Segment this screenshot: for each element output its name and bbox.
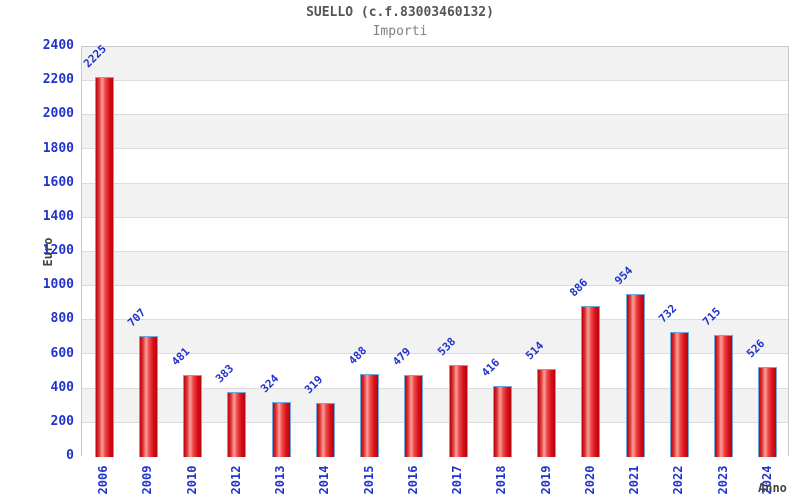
grid-band [82, 183, 788, 218]
x-tick-2010: 2010 [184, 465, 199, 495]
grid-band [82, 252, 788, 287]
x-tick-2023: 2023 [715, 465, 730, 495]
bar-2017 [448, 365, 468, 457]
x-tick-2014: 2014 [317, 465, 332, 495]
grid-band [82, 115, 788, 150]
bar-2009 [138, 336, 158, 457]
x-tick-2018: 2018 [494, 465, 509, 495]
y-tick-2400: 2400 [42, 38, 74, 53]
bar-2020 [581, 305, 601, 457]
y-tick-1800: 1800 [42, 140, 74, 156]
x-tick-2016: 2016 [405, 465, 420, 495]
grid-band [82, 286, 788, 321]
bar-2012 [227, 391, 247, 457]
y-tick-200: 200 [50, 413, 74, 429]
y-tick-1200: 1200 [42, 243, 74, 258]
bar-2010 [183, 374, 203, 457]
bar-2019 [537, 369, 557, 457]
y-tick-2000: 2000 [42, 106, 74, 122]
grid-band [82, 81, 788, 116]
x-tick-2020: 2020 [582, 465, 597, 495]
bar-2013 [271, 401, 291, 457]
bar-2021 [625, 294, 645, 457]
x-tick-2017: 2017 [450, 465, 465, 495]
bar-2014 [315, 402, 335, 457]
y-tick-800: 800 [50, 311, 74, 327]
y-axis-title: Euro [41, 237, 55, 267]
bar-2024 [758, 367, 778, 457]
y-tick-400: 400 [50, 379, 74, 395]
bar-2016 [404, 375, 424, 457]
y-tick-2200: 2200 [42, 72, 74, 88]
y-tick-600: 600 [50, 345, 74, 361]
x-tick-2013: 2013 [273, 465, 288, 495]
bar-2018 [492, 385, 512, 457]
bar-2006 [94, 76, 114, 457]
chart-subtitle: Importi [372, 24, 428, 39]
y-tick-1400: 1400 [42, 208, 74, 224]
y-tick-0: 0 [66, 448, 74, 463]
grid-band [82, 149, 788, 184]
x-tick-2021: 2021 [627, 465, 642, 495]
plot-area [81, 46, 789, 457]
x-tick-2015: 2015 [361, 465, 376, 495]
bar-2015 [360, 373, 380, 457]
y-tick-1600: 1600 [42, 174, 74, 190]
y-tick-1000: 1000 [42, 277, 74, 293]
x-axis-title: Anno [758, 481, 787, 495]
x-tick-2022: 2022 [671, 465, 686, 495]
x-tick-2009: 2009 [140, 465, 155, 495]
bar-2022 [669, 331, 689, 457]
bar-2023 [714, 334, 734, 457]
grid-band [82, 47, 788, 82]
x-tick-2012: 2012 [228, 465, 243, 495]
x-tick-2006: 2006 [96, 465, 111, 495]
chart-title: SUELLO (c.f.83003460132) [306, 5, 494, 20]
grid-band [82, 217, 788, 252]
x-tick-2019: 2019 [538, 465, 553, 495]
